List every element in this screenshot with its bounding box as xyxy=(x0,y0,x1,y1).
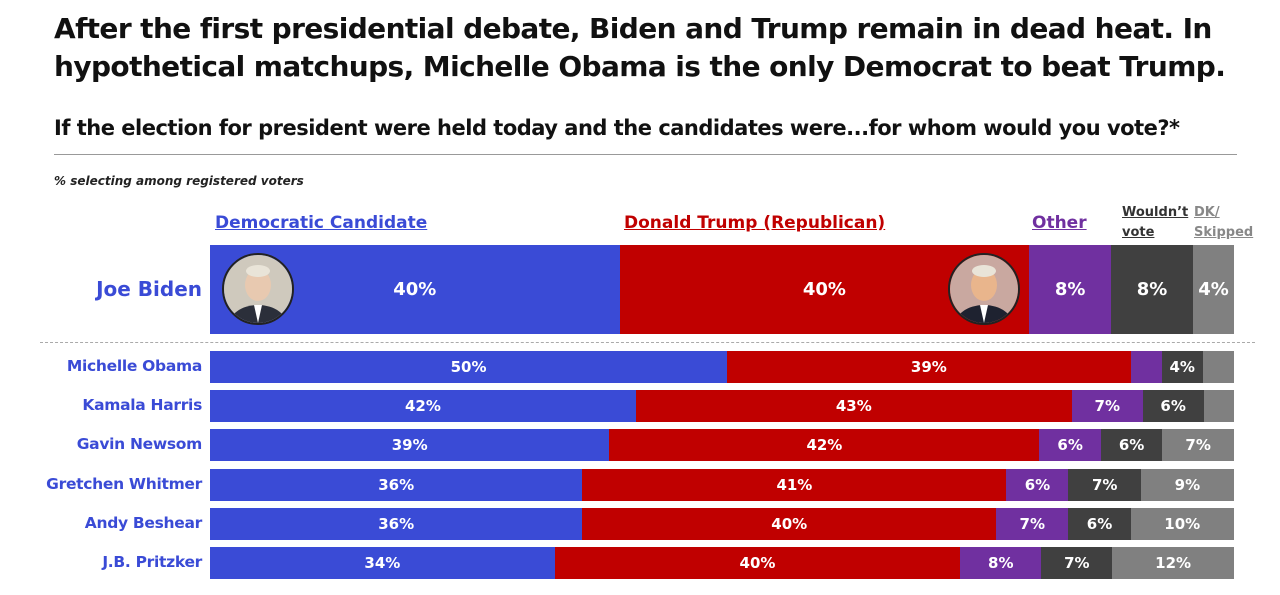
stacked-bar: 36% 40% 7% 6% 10% xyxy=(210,508,1234,540)
bar-segment-other: 7% xyxy=(1071,390,1143,422)
header-rule xyxy=(54,154,1237,155)
data-label: 4% xyxy=(1169,358,1195,376)
data-label: 4% xyxy=(1198,279,1229,300)
bar-segment-wouldnt-vote: 7% xyxy=(1068,469,1141,501)
data-label: 6% xyxy=(1118,436,1145,454)
data-label: 34% xyxy=(364,554,401,572)
row-label: Michelle Obama xyxy=(66,357,202,375)
data-label: 42% xyxy=(404,397,441,415)
stacked-bar: 39% 42% 6% 6% 7% xyxy=(210,429,1234,461)
bar-segment-dk-skipped: 7% xyxy=(1162,429,1234,461)
donald-trump-portrait-icon xyxy=(948,253,1020,325)
bar-segment-democratic: 36% xyxy=(210,469,583,501)
data-label: 12% xyxy=(1155,554,1192,572)
data-label: 39% xyxy=(391,436,428,454)
bar-segment-wouldnt-vote: 6% xyxy=(1142,390,1204,422)
data-label: 40% xyxy=(393,279,437,300)
data-label: 40% xyxy=(739,554,776,572)
data-label: 7% xyxy=(1019,515,1046,533)
data-label: 42% xyxy=(806,436,843,454)
bar-segment-republican: 40% xyxy=(554,547,961,579)
joe-biden-portrait-icon xyxy=(222,253,294,325)
legend-dk-skipped: DK/ Skipped xyxy=(1194,205,1254,240)
bar-segment-wouldnt-vote: 6% xyxy=(1068,508,1131,540)
data-label: 6% xyxy=(1160,397,1186,415)
bar-segment-republican: 39% xyxy=(727,351,1131,383)
data-label: 40% xyxy=(802,279,846,300)
data-label: 41% xyxy=(776,476,813,494)
data-label: 8% xyxy=(1136,279,1168,300)
row-label: J.B. Pritzker xyxy=(102,553,202,571)
bar-segment-dk-skipped: 10% xyxy=(1130,508,1234,540)
stacked-bar: 42% 43% 7% 6% xyxy=(210,390,1234,422)
chart-subtitle: If the election for president were held … xyxy=(54,116,1180,140)
data-label: 7% xyxy=(1091,476,1118,494)
data-label: 7% xyxy=(1094,397,1120,415)
data-label: 6% xyxy=(1024,476,1051,494)
bar-segment-other: 6% xyxy=(1039,429,1101,461)
row-label: Joe Biden xyxy=(96,276,202,301)
data-label: 39% xyxy=(910,358,947,376)
bar-segment-republican: 41% xyxy=(582,469,1007,501)
bar-segment-other xyxy=(1130,351,1162,383)
legend-republican: Donald Trump (Republican) xyxy=(624,213,886,233)
legend-other: Other xyxy=(1032,213,1087,233)
data-label: 8% xyxy=(1054,279,1086,300)
bar-segment-republican: 43% xyxy=(635,390,1072,422)
stacked-bar: 36% 41% 6% 7% 9% xyxy=(210,469,1234,501)
bar-segment-republican: 40% xyxy=(582,508,997,540)
row-label: Gretchen Whitmer xyxy=(46,475,202,493)
bar-segment-other: 6% xyxy=(1006,469,1069,501)
bar-segment-dk-skipped: 9% xyxy=(1140,469,1234,501)
stacked-bar: 40% 40% 8% 8% 4% xyxy=(210,245,1234,334)
data-label: 40% xyxy=(771,515,808,533)
bar-segment-democratic: 39% xyxy=(210,429,610,461)
chart-note: % selecting among registered voters xyxy=(54,174,304,188)
bar-segment-other: 8% xyxy=(960,547,1042,579)
bar-segment-other: 8% xyxy=(1029,245,1112,334)
row-label: Gavin Newsom xyxy=(76,435,203,453)
bar-segment-democratic: 34% xyxy=(210,547,555,579)
stacked-bar: 34% 40% 8% 7% 12% xyxy=(210,547,1234,579)
legend-wouldnt-vote: Wouldn’t vote xyxy=(1122,205,1189,240)
bar-segment-dk-skipped: 4% xyxy=(1193,245,1234,334)
data-label: 9% xyxy=(1174,476,1201,494)
bar-segment-democratic: 50% xyxy=(210,351,728,383)
bar-segment-wouldnt-vote: 7% xyxy=(1041,547,1113,579)
stacked-bar: 50% 39% 4% xyxy=(210,351,1234,383)
data-label: 7% xyxy=(1185,436,1211,454)
bar-segment-republican: 42% xyxy=(609,429,1040,461)
row-label: Kamala Harris xyxy=(82,396,202,414)
data-label: 50% xyxy=(450,358,487,376)
bar-segment-democratic: 36% xyxy=(210,508,583,540)
data-label: 8% xyxy=(988,554,1014,572)
row-divider xyxy=(40,342,1255,343)
bar-segment-dk-skipped xyxy=(1203,390,1234,422)
bar-segment-other: 7% xyxy=(996,508,1069,540)
bar-segment-democratic: 42% xyxy=(210,390,636,422)
bar-segment-wouldnt-vote: 6% xyxy=(1100,429,1163,461)
bar-segment-wouldnt-vote: 8% xyxy=(1111,245,1193,334)
data-label: 6% xyxy=(1057,436,1083,454)
data-label: 10% xyxy=(1164,515,1201,533)
data-label: 43% xyxy=(835,397,872,415)
legend-democratic: Democratic Candidate xyxy=(215,213,428,233)
data-label: 36% xyxy=(378,515,415,533)
data-label: 36% xyxy=(378,476,415,494)
row-label: Andy Beshear xyxy=(84,514,203,532)
data-label: 6% xyxy=(1086,515,1113,533)
bar-segment-wouldnt-vote: 4% xyxy=(1161,351,1203,383)
bar-segment-dk-skipped: 12% xyxy=(1112,547,1234,579)
data-label: 7% xyxy=(1064,554,1090,572)
bar-segment-dk-skipped xyxy=(1202,351,1234,383)
chart-title: After the first presidential debate, Bid… xyxy=(54,12,1226,83)
